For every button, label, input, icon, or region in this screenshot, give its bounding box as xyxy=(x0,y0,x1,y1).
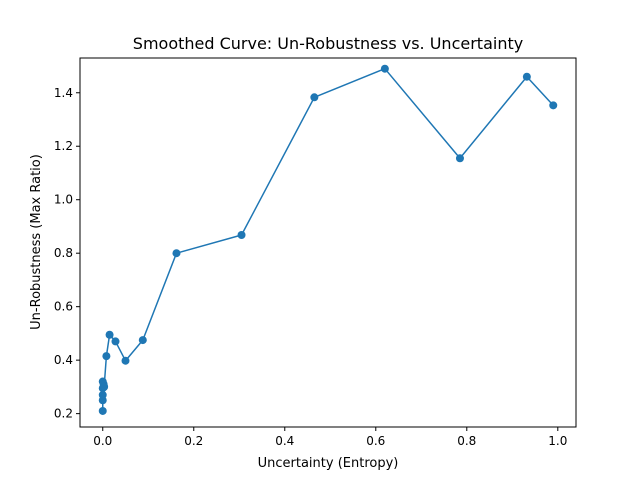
x-tick-label: 0.2 xyxy=(184,434,203,448)
data-point-17 xyxy=(455,154,464,163)
data-point-14 xyxy=(237,231,246,240)
x-tick-label: 1.0 xyxy=(548,434,567,448)
data-point-1 xyxy=(98,406,107,415)
chart-title: Smoothed Curve: Un-Robustness vs. Uncert… xyxy=(133,34,523,53)
data-point-19 xyxy=(549,101,558,110)
y-tick-label: 0.6 xyxy=(54,300,73,314)
data-point-9 xyxy=(105,330,114,339)
data-point-16 xyxy=(380,64,389,73)
axes-frame xyxy=(79,57,577,428)
x-axis-label: Uncertainty (Entropy) xyxy=(258,456,399,471)
data-point-15 xyxy=(310,93,319,102)
y-axis-label: Un-Robustness (Max Ratio) xyxy=(29,154,44,330)
y-tick-label: 0.8 xyxy=(54,246,73,260)
data-point-12 xyxy=(138,336,147,345)
y-tick-label: 1.2 xyxy=(54,139,73,153)
data-point-11 xyxy=(121,356,130,365)
plot-area: 0.0 0.2 0.4 0.6 0.8 1.0 0.2 0.4 0.6 0.8 1.0 1.2 1.4 xyxy=(54,57,577,448)
data-point-8 xyxy=(102,352,111,361)
data-point-3 xyxy=(98,390,107,399)
data-point-10 xyxy=(111,337,120,346)
x-tick-label: 0.0 xyxy=(93,434,112,448)
x-tick-label: 0.8 xyxy=(457,434,476,448)
y-tick-label: 1.4 xyxy=(54,86,73,100)
y-tick-label: 0.4 xyxy=(54,353,73,367)
y-tick-label: 0.2 xyxy=(54,407,73,421)
data-point-13 xyxy=(172,249,181,258)
data-point-7 xyxy=(100,382,109,391)
y-tick-label: 1.0 xyxy=(54,193,73,207)
data-point-18 xyxy=(522,72,531,81)
x-tick-label: 0.6 xyxy=(366,434,385,448)
x-tick-label: 0.4 xyxy=(275,434,294,448)
